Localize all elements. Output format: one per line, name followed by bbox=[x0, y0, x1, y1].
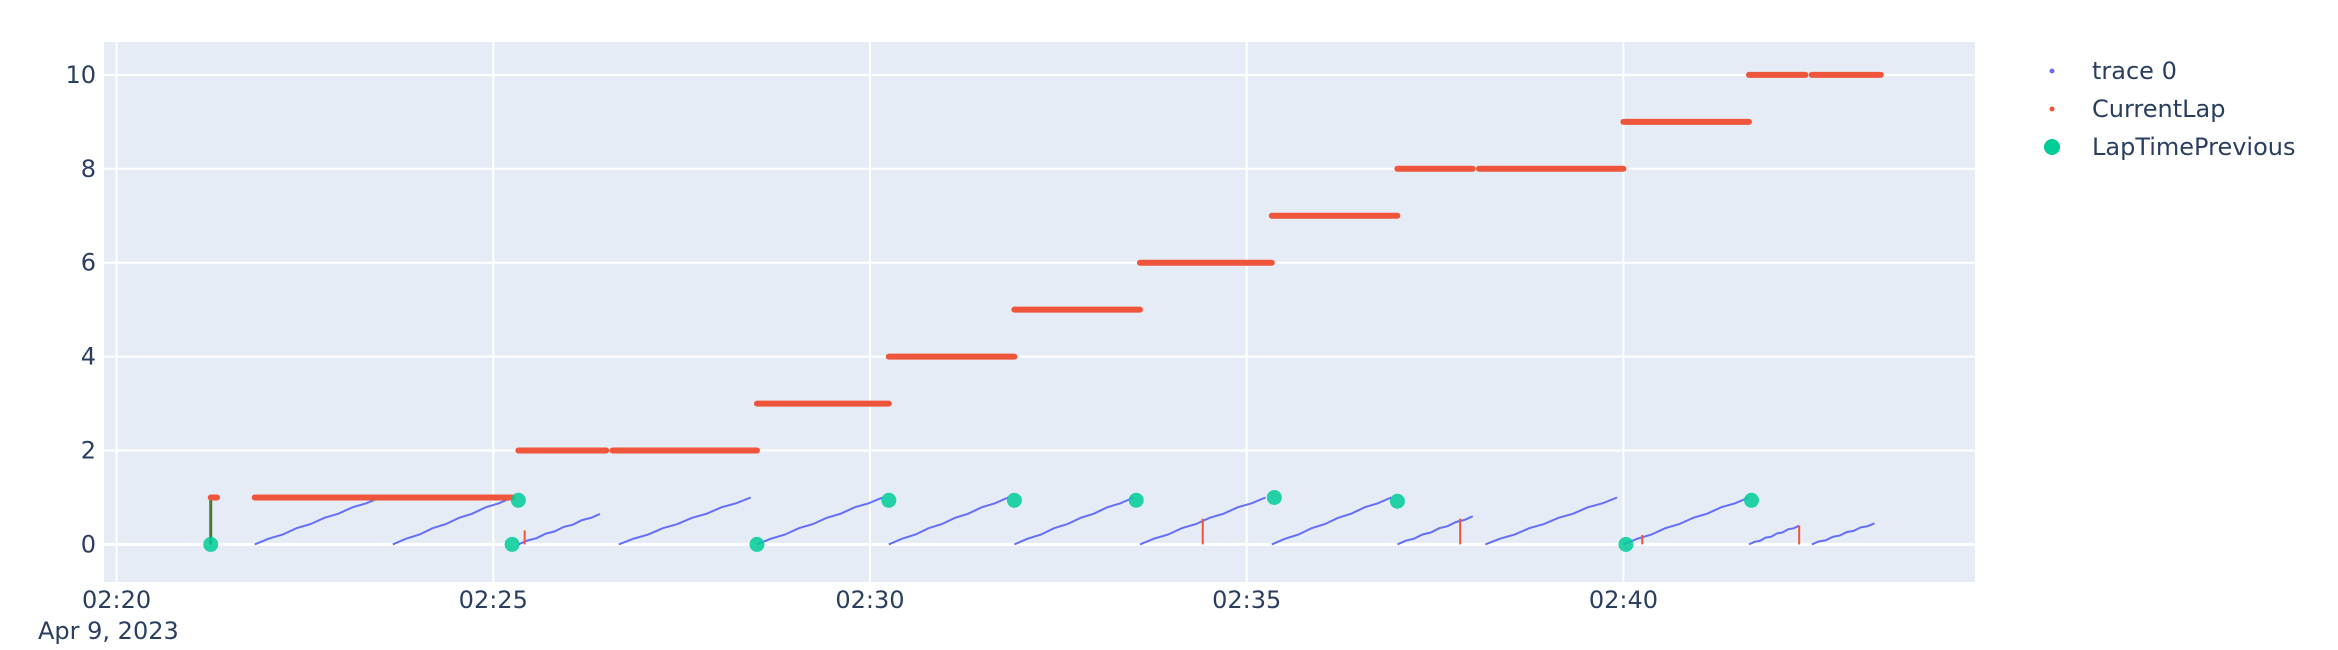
y-tick-label: 2 bbox=[81, 437, 96, 465]
lap-time-previous-point bbox=[749, 536, 765, 552]
legend: trace 0 CurrentLap LapTimePrevious bbox=[2044, 57, 2295, 161]
lap-time-previous-point bbox=[1618, 536, 1634, 552]
trace-0-segment bbox=[1811, 522, 1875, 546]
x-tick-label: 02:35 bbox=[1212, 586, 1281, 614]
legend-label-0: trace 0 bbox=[2092, 57, 2177, 85]
x-tick-label: 02:30 bbox=[835, 586, 904, 614]
trace-0-segment bbox=[1748, 524, 1800, 546]
trace-0-segment bbox=[1014, 496, 1135, 546]
trace-0-segment bbox=[518, 512, 601, 546]
lap-time-previous-point bbox=[1389, 493, 1405, 509]
legend-marker-1 bbox=[2049, 106, 2055, 112]
trace-0-segment bbox=[254, 496, 381, 546]
trace-0-segment bbox=[618, 496, 752, 546]
y-tick-label: 6 bbox=[81, 249, 96, 277]
lap-time-previous-point bbox=[203, 536, 219, 552]
trace-0-segment bbox=[1271, 496, 1392, 546]
legend-marker-0 bbox=[2049, 68, 2055, 74]
legend-marker-2 bbox=[2044, 139, 2060, 155]
series-marks bbox=[203, 71, 1884, 552]
lap-time-previous-point bbox=[1743, 492, 1759, 508]
trace-0-segment bbox=[888, 496, 1009, 546]
lap-time-previous-point bbox=[510, 492, 526, 508]
lap-time-previous-point bbox=[1006, 492, 1022, 508]
x-tick-label: 02:20 bbox=[82, 586, 151, 614]
trace-0-segment bbox=[756, 496, 883, 546]
y-tick-label: 0 bbox=[81, 530, 96, 558]
legend-label-2: LapTimePrevious bbox=[2092, 133, 2295, 161]
y-tick-label: 10 bbox=[65, 61, 96, 89]
legend-label-1: CurrentLap bbox=[2092, 95, 2225, 123]
x-tick-label: 02:40 bbox=[1589, 586, 1658, 614]
gridlines bbox=[104, 42, 1975, 582]
x-tick-label: 02:25 bbox=[459, 586, 528, 614]
lap-time-previous-point bbox=[1128, 492, 1144, 508]
y-tick-label: 8 bbox=[81, 155, 96, 183]
lap-time-previous-point bbox=[504, 536, 520, 552]
trace-0-segment bbox=[392, 496, 513, 546]
lap-time-previous-point bbox=[881, 492, 897, 508]
x-axis-ticks: 02:20 02:25 02:30 02:35 02:40 bbox=[82, 586, 1658, 614]
y-axis-ticks: 0 2 4 6 8 10 bbox=[65, 61, 96, 559]
y-tick-label: 4 bbox=[81, 343, 96, 371]
trace-0-segment bbox=[1623, 496, 1750, 546]
trace-0-segment bbox=[1484, 496, 1618, 546]
x-axis-date-label: Apr 9, 2023 bbox=[38, 617, 179, 645]
lap-time-previous-point bbox=[1266, 489, 1282, 505]
